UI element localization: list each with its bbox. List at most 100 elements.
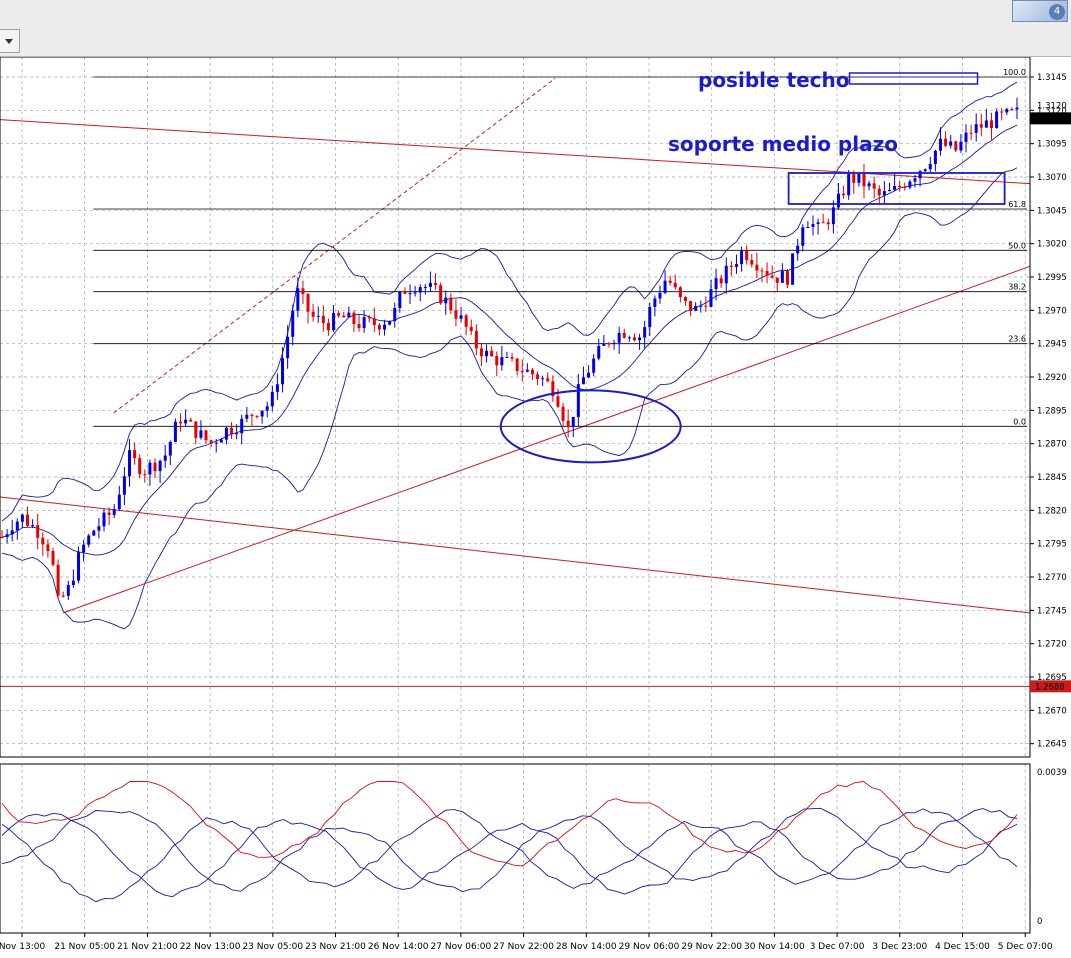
fibo-level-label: 23.6 (1008, 335, 1026, 344)
horizontal-level-box (1030, 680, 1071, 693)
candle-body (770, 275, 774, 278)
candle-body (847, 174, 851, 196)
candle-body (673, 282, 677, 288)
candle-body (464, 315, 468, 327)
y-tick-label: 1.3095 (1037, 140, 1067, 150)
candle-body (143, 474, 147, 476)
candle-body (46, 544, 50, 552)
candle-body (821, 222, 825, 224)
candle-body (469, 326, 473, 331)
x-tick-label: 29 Nov 06:00 (619, 942, 680, 952)
candle-body (194, 421, 198, 438)
candle-body (260, 410, 264, 417)
candle-body (357, 323, 361, 328)
fibo-level-label: 38.2 (1008, 283, 1026, 292)
candle-body (71, 580, 75, 585)
window-icon[interactable]: 4 (1012, 0, 1068, 22)
candle-body (15, 521, 19, 531)
candle-body (801, 227, 805, 246)
candle-body (836, 193, 840, 208)
candle-body (745, 250, 749, 261)
candle-body (938, 138, 942, 151)
candle-body (281, 358, 285, 385)
prev-price-label: 1.3120 (1037, 101, 1067, 111)
x-tick-label: 28 Nov 14:00 (556, 942, 617, 952)
candle-body (275, 384, 279, 392)
candle-body (87, 535, 91, 545)
candle-body (1005, 108, 1009, 113)
osc-series-line (1, 807, 1018, 893)
candle-body (719, 278, 723, 284)
candle-body (755, 264, 759, 271)
candle-body (326, 323, 330, 331)
candle-body (439, 285, 443, 304)
candles (0, 97, 1019, 601)
support-trendline (62, 265, 1031, 614)
candle-body (576, 384, 580, 417)
candle-body (56, 564, 60, 596)
bollinger-upper (1, 81, 1018, 522)
candle-body (184, 419, 188, 424)
oscillator-panel-border (0, 763, 1031, 934)
candle-body (230, 427, 234, 434)
candle-body (423, 286, 427, 288)
y-tick-label: 1.3045 (1037, 206, 1067, 216)
candle-body (785, 271, 789, 285)
x-tick-label: 30 Nov 14:00 (744, 942, 805, 952)
y-tick-label: 1.2795 (1037, 540, 1067, 550)
candle-body (842, 193, 846, 196)
x-tick-label: 3 Dec 23:00 (872, 942, 927, 952)
x-tick-label: 3 Dec 07:00 (810, 942, 865, 952)
candle-body (332, 312, 336, 331)
candle-body (485, 350, 489, 357)
candle-body (903, 186, 907, 188)
candle-body (352, 312, 356, 324)
candle-body (128, 450, 132, 477)
candle-body (235, 433, 239, 435)
candle-body (816, 222, 820, 224)
candle-body (587, 372, 591, 378)
candle-body (92, 530, 96, 536)
candle-body (265, 406, 269, 411)
candle-body (964, 132, 968, 142)
candle-body (898, 186, 902, 188)
candle-body (536, 374, 540, 380)
support-zone-rect (787, 172, 1006, 205)
candle-body (1000, 111, 1004, 113)
candle-body (311, 311, 315, 317)
y-tick-label: 1.2745 (1037, 606, 1067, 616)
candle-body (648, 306, 652, 328)
chart-area[interactable]: 100.061.850.038.223.60.0 1.31451.31201.3… (0, 57, 1071, 958)
candle-body (219, 439, 223, 443)
chevron-down-icon (5, 39, 13, 44)
candle-body (388, 321, 392, 325)
candle-body (97, 526, 101, 531)
current-price-box (1030, 112, 1071, 125)
candle-body (102, 512, 106, 527)
candle-body (908, 181, 912, 188)
candle-body (51, 551, 55, 565)
candle-body (153, 462, 157, 472)
candle-body (112, 509, 116, 515)
candle-body (383, 324, 387, 330)
toolbar-dropdown[interactable] (0, 29, 20, 53)
candle-body (561, 406, 565, 421)
bollinger-middle (1, 124, 1018, 556)
fibo-level-label: 61.8 (1008, 200, 1026, 209)
x-tick-label: 21 Nov 05:00 (54, 942, 115, 952)
candle-body (882, 191, 886, 196)
candle-body (474, 330, 478, 349)
candle-body (393, 307, 397, 322)
candle-body (694, 306, 698, 311)
fibo-level-label: 50.0 (1008, 241, 1026, 250)
fibo-level-label: 0.0 (1013, 417, 1026, 426)
candle-body (592, 358, 596, 373)
candle-body (632, 337, 636, 341)
y-tick-label: 1.2920 (1037, 373, 1067, 383)
candle-body (806, 227, 810, 229)
candle-body (0, 537, 4, 538)
candle-body (199, 430, 203, 438)
candle-body (689, 301, 693, 311)
x-tick-label: Nov 13:00 (0, 942, 45, 952)
candle-body (551, 381, 555, 397)
